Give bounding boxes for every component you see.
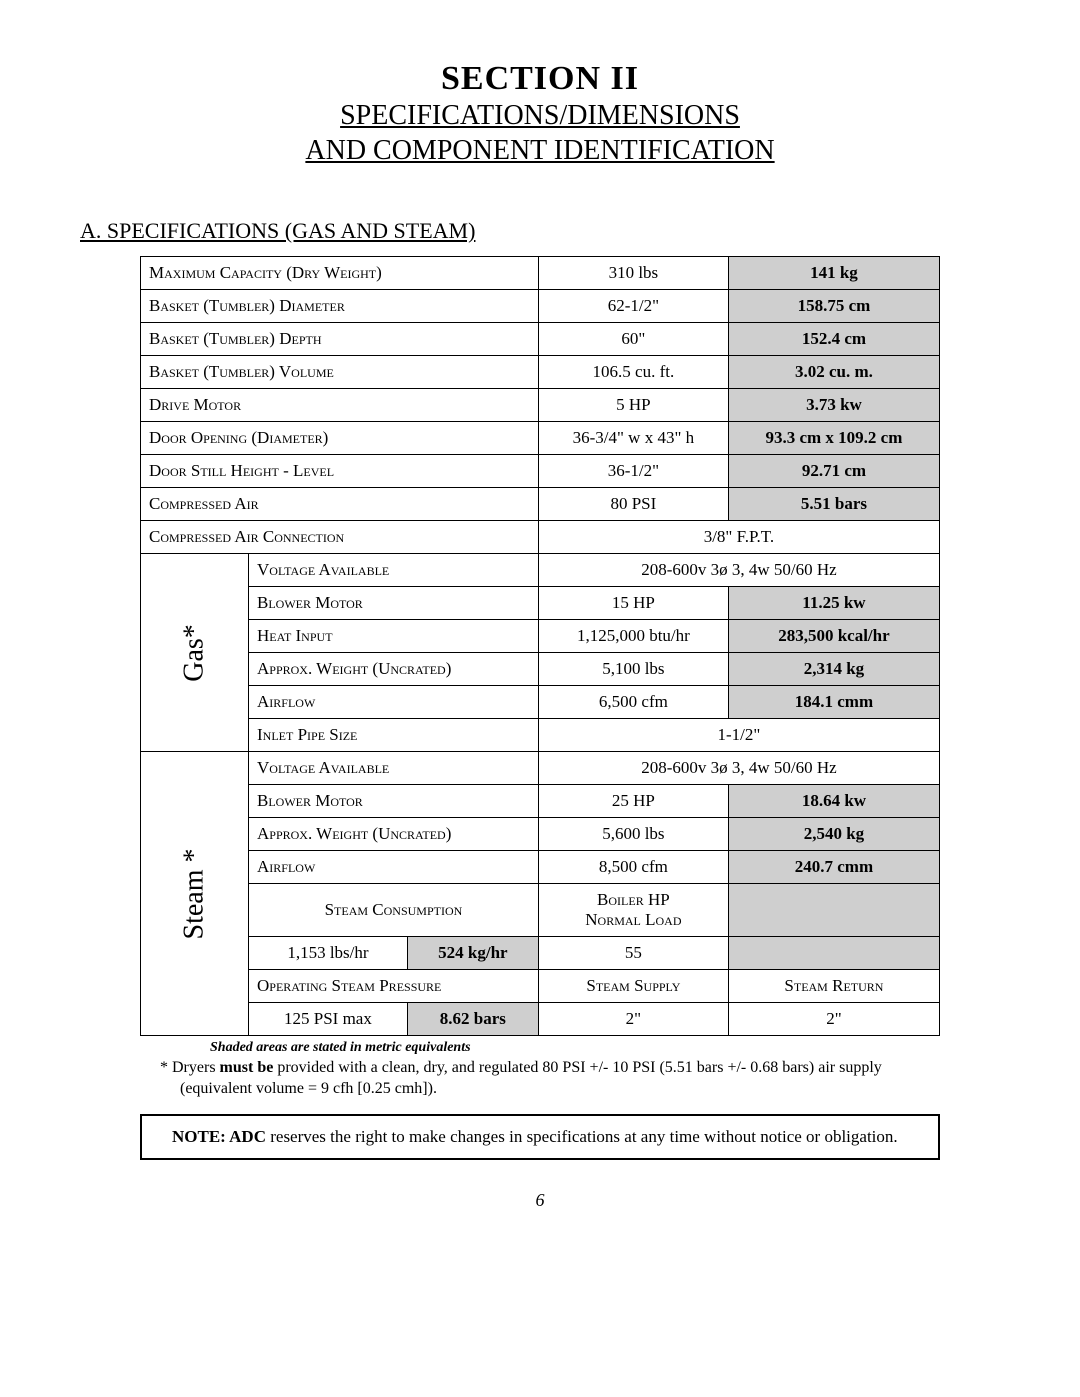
subsection-heading: A. SPECIFICATIONS (GAS AND STEAM) bbox=[80, 218, 1000, 244]
subtitle-l2: AND COMPONENT IDENTIFICATION bbox=[80, 133, 1000, 168]
table-row: Drive Motor5 HP3.73 kw bbox=[141, 389, 940, 422]
table-row: Airflow8,500 cfm240.7 cmm bbox=[141, 851, 940, 884]
note-box: NOTE: ADC reserves the right to make cha… bbox=[140, 1114, 940, 1160]
steam-header: Steam * bbox=[179, 848, 211, 939]
table-row: Compressed Air Connection3/8" F.P.T. bbox=[141, 521, 940, 554]
table-row: Airflow6,500 cfm184.1 cmm bbox=[141, 686, 940, 719]
table-row: Blower Motor25 HP18.64 kw bbox=[141, 785, 940, 818]
spec-table: Maximum Capacity (Dry Weight)310 lbs141 … bbox=[140, 256, 940, 1036]
table-row: Compressed Air80 PSI5.51 bars bbox=[141, 488, 940, 521]
table-row: Door Opening (Diameter)36-3/4" w x 43" h… bbox=[141, 422, 940, 455]
table-row: Inlet Pipe Size1-1/2" bbox=[141, 719, 940, 752]
table-row: Approx. Weight (Uncrated)5,100 lbs2,314 … bbox=[141, 653, 940, 686]
table-row: 1,153 lbs/hr 524 kg/hr 55 bbox=[141, 937, 940, 970]
table-row: Basket (Tumbler) Depth60"152.4 cm bbox=[141, 323, 940, 356]
shaded-note: Shaded areas are stated in metric equiva… bbox=[210, 1040, 1000, 1056]
subtitle-l1: SPECIFICATIONS/DIMENSIONS bbox=[80, 98, 1000, 133]
table-row: Operating Steam Pressure Steam Supply St… bbox=[141, 970, 940, 1003]
title-block: SECTION II SPECIFICATIONS/DIMENSIONS AND… bbox=[80, 60, 1000, 168]
table-row: Steam Consumption Boiler HPNormal Load bbox=[141, 884, 940, 937]
table-row: Maximum Capacity (Dry Weight)310 lbs141 … bbox=[141, 257, 940, 290]
gas-header: Gas* bbox=[179, 607, 211, 698]
table-row: 125 PSI max 8.62 bars 2" 2" bbox=[141, 1003, 940, 1036]
table-row: Approx. Weight (Uncrated)5,600 lbs2,540 … bbox=[141, 818, 940, 851]
section-title: SECTION II bbox=[80, 60, 1000, 98]
table-row: Gas* Voltage Available 208-600v 3ø 3, 4w… bbox=[141, 554, 940, 587]
page-number: 6 bbox=[80, 1190, 1000, 1211]
footnote: * Dryers must be provided with a clean, … bbox=[140, 1058, 940, 1100]
table-row: Door Still Height - Level36-1/2"92.71 cm bbox=[141, 455, 940, 488]
table-row: Heat Input1,125,000 btu/hr283,500 kcal/h… bbox=[141, 620, 940, 653]
table-row: Basket (Tumbler) Volume106.5 cu. ft.3.02… bbox=[141, 356, 940, 389]
table-row: Blower Motor15 HP11.25 kw bbox=[141, 587, 940, 620]
table-row: Basket (Tumbler) Diameter62-1/2"158.75 c… bbox=[141, 290, 940, 323]
table-row: Steam * Voltage Available 208-600v 3ø 3,… bbox=[141, 752, 940, 785]
